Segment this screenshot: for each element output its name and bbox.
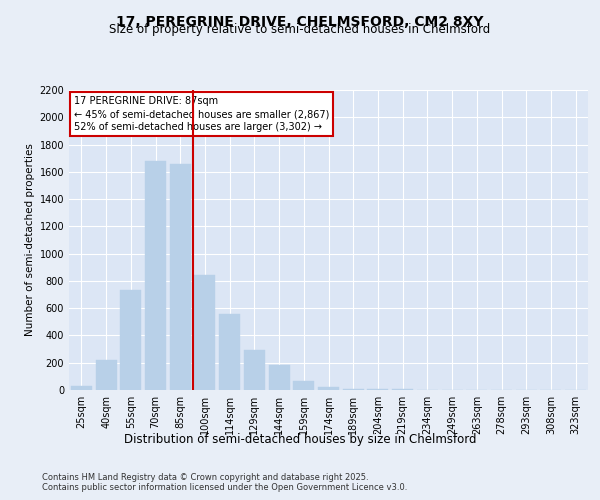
Bar [318, 386, 339, 390]
Bar [244, 350, 265, 390]
Y-axis label: Number of semi-detached properties: Number of semi-detached properties [25, 144, 35, 336]
Text: Contains HM Land Registry data © Crown copyright and database right 2025.: Contains HM Land Registry data © Crown c… [42, 472, 368, 482]
Bar [367, 389, 388, 390]
Text: 17 PEREGRINE DRIVE: 87sqm
← 45% of semi-detached houses are smaller (2,867)
52% : 17 PEREGRINE DRIVE: 87sqm ← 45% of semi-… [74, 96, 329, 132]
Bar [95, 360, 116, 390]
Bar [145, 161, 166, 390]
Text: 17, PEREGRINE DRIVE, CHELMSFORD, CM2 8XY: 17, PEREGRINE DRIVE, CHELMSFORD, CM2 8XY [116, 15, 484, 29]
Bar [120, 290, 141, 390]
Bar [293, 381, 314, 390]
Bar [343, 388, 364, 390]
Text: Distribution of semi-detached houses by size in Chelmsford: Distribution of semi-detached houses by … [124, 432, 476, 446]
Bar [194, 276, 215, 390]
Bar [269, 366, 290, 390]
Text: Contains public sector information licensed under the Open Government Licence v3: Contains public sector information licen… [42, 482, 407, 492]
Text: Size of property relative to semi-detached houses in Chelmsford: Size of property relative to semi-detach… [109, 22, 491, 36]
Bar [170, 164, 191, 390]
Bar [71, 386, 92, 390]
Bar [219, 314, 240, 390]
